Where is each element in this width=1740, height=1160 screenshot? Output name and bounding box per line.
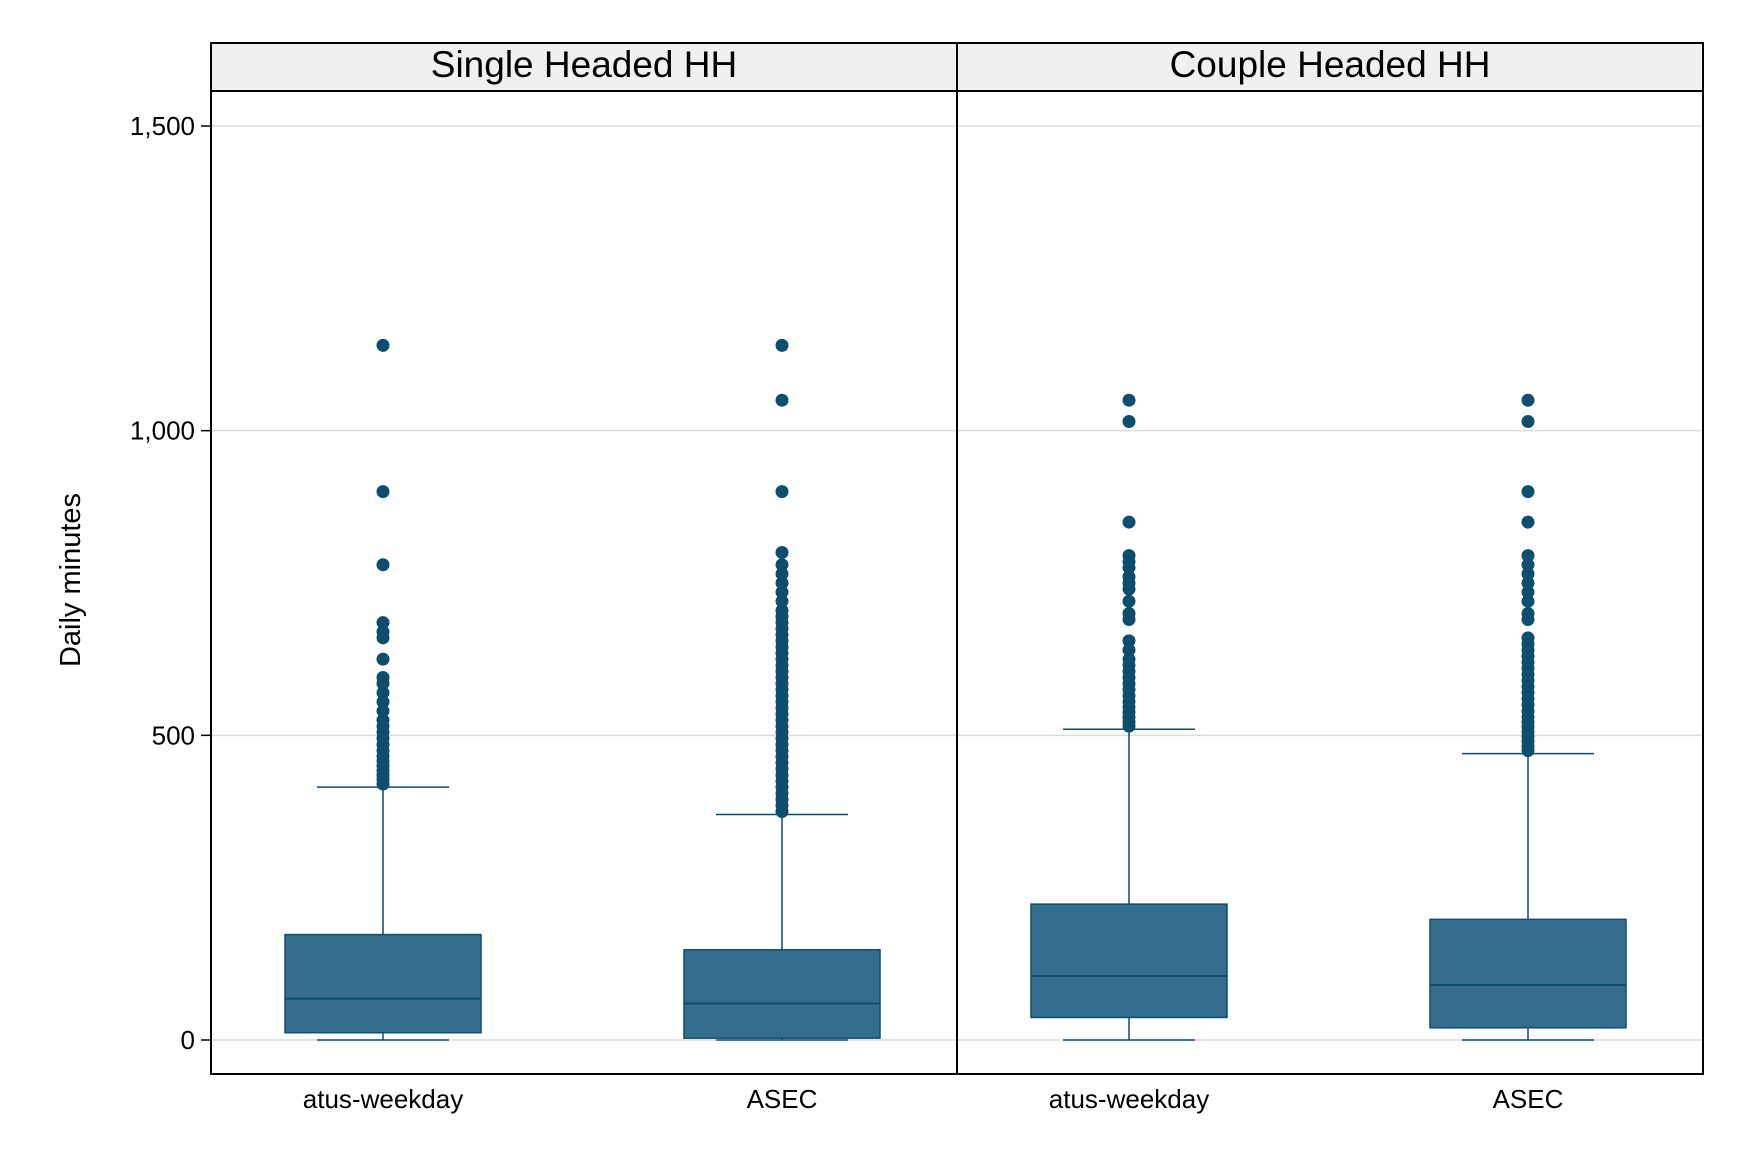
iqr-box bbox=[284, 933, 482, 1034]
outlier-point bbox=[1521, 485, 1535, 499]
x-tick-label: atus-weekday bbox=[1049, 1084, 1209, 1114]
outlier-point bbox=[1122, 515, 1136, 529]
panel-strip-label: Couple Headed HH bbox=[1170, 44, 1491, 85]
outlier-point bbox=[1122, 549, 1136, 563]
outlier-point bbox=[1521, 576, 1535, 590]
y-axis-title: Daily minutes bbox=[55, 493, 87, 667]
outlier-point bbox=[1521, 393, 1535, 407]
y-tick-label: 1,500 bbox=[130, 111, 195, 141]
outlier-point bbox=[1521, 585, 1535, 599]
outlier-point bbox=[376, 695, 390, 709]
iqr-box bbox=[1429, 918, 1627, 1029]
outlier-point bbox=[1521, 567, 1535, 581]
outlier-point bbox=[1521, 606, 1535, 620]
outlier-point bbox=[1122, 594, 1136, 608]
outlier-point bbox=[376, 652, 390, 666]
box-ASEC bbox=[1429, 393, 1627, 1041]
outlier-point bbox=[775, 567, 789, 581]
panel-frame bbox=[210, 90, 958, 1075]
outlier-point bbox=[1521, 549, 1535, 563]
outlier-point bbox=[376, 686, 390, 700]
outlier-point bbox=[775, 546, 789, 560]
outlier-point bbox=[1122, 393, 1136, 407]
y-tick-label: 0 bbox=[181, 1025, 195, 1055]
outlier-point bbox=[376, 338, 390, 352]
outlier-point bbox=[775, 558, 789, 572]
outlier-point bbox=[376, 485, 390, 499]
outlier-point bbox=[1521, 515, 1535, 529]
iqr-box bbox=[683, 949, 881, 1039]
panel-strip-label: Single Headed HH bbox=[431, 44, 737, 85]
x-tick-label: ASEC bbox=[1493, 1084, 1564, 1114]
y-axis: 0 500 1,000 1,500 bbox=[130, 111, 211, 1055]
panel-frame bbox=[956, 90, 1704, 1075]
y-tick-label: 500 bbox=[152, 720, 195, 750]
iqr-box bbox=[1030, 903, 1228, 1019]
box-atus-weekday bbox=[1030, 393, 1228, 1041]
outlier-point bbox=[376, 616, 390, 630]
x-tick-label: atus-weekday bbox=[303, 1084, 463, 1114]
y-tick-label: 1,000 bbox=[130, 416, 195, 446]
outlier-point bbox=[376, 670, 390, 684]
outlier-point bbox=[1122, 634, 1136, 648]
panel-strip bbox=[956, 42, 1704, 92]
outlier-point bbox=[775, 585, 789, 599]
panel-strip bbox=[210, 42, 958, 92]
panel-2: Couple Headed HH bbox=[956, 42, 1704, 1075]
x-tick-label: ASEC bbox=[747, 1084, 818, 1114]
outlier-point bbox=[775, 338, 789, 352]
outlier-point bbox=[1521, 415, 1535, 429]
box-ASEC bbox=[683, 338, 881, 1041]
box-atus-weekday bbox=[284, 338, 482, 1041]
outlier-point bbox=[775, 576, 789, 590]
outlier-point bbox=[1122, 415, 1136, 429]
outlier-point bbox=[1521, 631, 1535, 645]
panels: Single Headed HH atus-weekday ASEC Couple H… bbox=[210, 42, 1704, 1114]
outlier-point bbox=[1521, 558, 1535, 572]
panel-1: Single Headed HH bbox=[210, 42, 958, 1075]
outlier-point bbox=[376, 713, 390, 727]
outlier-point bbox=[775, 603, 789, 617]
outlier-point bbox=[775, 594, 789, 608]
outlier-point bbox=[775, 485, 789, 499]
outlier-point bbox=[376, 704, 390, 718]
outlier-point bbox=[1122, 606, 1136, 620]
outlier-point bbox=[1122, 652, 1136, 666]
outlier-point bbox=[376, 558, 390, 572]
outlier-point bbox=[1521, 594, 1535, 608]
outlier-point bbox=[1122, 643, 1136, 657]
outlier-point bbox=[775, 393, 789, 407]
outlier-point bbox=[376, 625, 390, 639]
outlier-point bbox=[1122, 570, 1136, 584]
